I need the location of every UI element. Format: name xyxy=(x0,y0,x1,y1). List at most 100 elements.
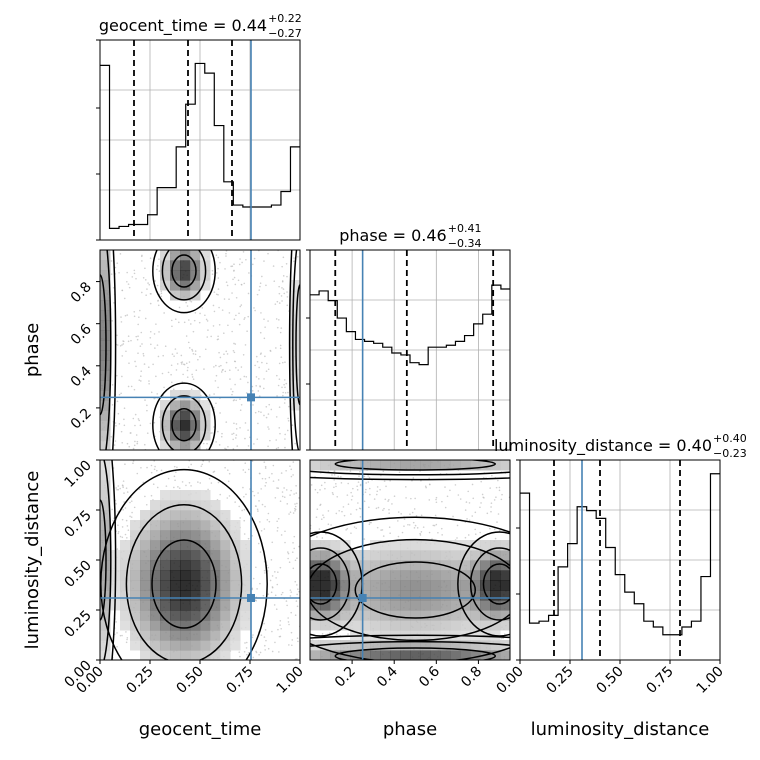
density-cell xyxy=(200,560,211,571)
density-cell xyxy=(230,600,241,611)
sample-point xyxy=(281,491,284,493)
density-cell xyxy=(200,490,211,501)
sample-point xyxy=(281,287,283,289)
density-cell xyxy=(490,620,501,631)
density-cell xyxy=(210,500,221,511)
sample-point xyxy=(376,486,379,488)
sample-point xyxy=(160,290,163,293)
sample-point xyxy=(268,520,271,523)
sample-point xyxy=(176,352,178,354)
density-cell xyxy=(420,460,431,471)
sample-point xyxy=(296,605,299,608)
x-tick-label: 0.75 xyxy=(643,664,676,697)
sample-point xyxy=(142,354,145,357)
sample-point xyxy=(293,260,295,263)
density-cell xyxy=(120,540,131,551)
density-cell xyxy=(170,630,181,641)
sample-point xyxy=(225,361,228,364)
sample-point xyxy=(294,510,296,512)
density-cell xyxy=(170,420,181,431)
sample-point xyxy=(367,475,369,477)
sample-point xyxy=(263,636,266,638)
sample-point xyxy=(171,353,174,355)
sample-point xyxy=(263,318,265,321)
sample-point xyxy=(283,487,285,489)
sample-point xyxy=(255,505,257,507)
sample-point xyxy=(163,312,165,314)
sample-point xyxy=(235,423,238,425)
sample-point xyxy=(267,647,270,650)
sample-point xyxy=(119,487,121,490)
sample-point xyxy=(221,309,224,311)
density-cell xyxy=(370,640,381,651)
density-cell xyxy=(240,610,251,621)
sample-point xyxy=(296,584,298,586)
density-cell xyxy=(330,640,341,651)
sample-point xyxy=(279,620,282,622)
sample-point xyxy=(187,341,190,344)
sample-point xyxy=(256,508,259,511)
density-cell xyxy=(470,620,481,631)
sample-point xyxy=(346,494,349,496)
sample-point xyxy=(194,312,197,314)
density-cell xyxy=(490,540,501,551)
sample-point xyxy=(261,503,264,506)
sample-point xyxy=(419,532,421,535)
truth-marker xyxy=(358,594,367,602)
density-cell xyxy=(370,460,381,471)
sample-point xyxy=(259,385,262,388)
density-cell xyxy=(170,610,181,621)
sample-point xyxy=(357,502,359,504)
density-cell xyxy=(100,620,111,631)
sample-point xyxy=(142,481,145,484)
contour-line xyxy=(310,538,510,642)
density-cell xyxy=(480,550,491,561)
sample-point xyxy=(137,335,139,338)
density-cell xyxy=(330,560,341,571)
sample-point xyxy=(114,440,117,442)
sample-point xyxy=(243,519,246,522)
density-cell xyxy=(210,540,221,551)
sample-point xyxy=(297,640,299,643)
sample-point xyxy=(137,323,139,326)
sample-point xyxy=(285,489,288,491)
truth-marker xyxy=(247,594,255,602)
sample-point xyxy=(280,627,282,630)
sample-point xyxy=(227,324,229,327)
density-cell xyxy=(130,540,141,551)
sample-point xyxy=(125,350,127,353)
sample-point xyxy=(328,632,331,635)
density-cell xyxy=(190,390,201,401)
sample-point xyxy=(231,330,233,333)
sample-point xyxy=(204,348,207,351)
density-cell xyxy=(100,430,111,441)
sample-point xyxy=(182,373,184,376)
sample-point xyxy=(156,469,158,472)
density-cell xyxy=(290,290,300,301)
density-cell xyxy=(200,640,211,651)
sample-point xyxy=(153,397,156,400)
sample-point xyxy=(181,481,184,483)
density-cell xyxy=(500,650,510,660)
density-cell xyxy=(180,570,191,581)
sample-point xyxy=(457,494,460,496)
sample-point xyxy=(116,344,119,346)
sample-point xyxy=(134,413,137,416)
density-cell xyxy=(220,610,231,621)
density-cell xyxy=(160,650,171,660)
sample-point xyxy=(187,319,190,321)
sample-point xyxy=(246,653,248,656)
sample-point xyxy=(330,524,332,526)
sample-point xyxy=(424,485,427,488)
density-cell xyxy=(380,550,391,561)
sample-point xyxy=(173,465,176,468)
sample-point xyxy=(355,527,357,530)
sample-point xyxy=(273,604,276,606)
sample-point xyxy=(121,375,123,378)
sample-point xyxy=(224,268,226,270)
sample-point xyxy=(268,428,270,430)
density-cell xyxy=(120,620,131,631)
sample-point xyxy=(233,318,236,321)
density-cell xyxy=(460,460,471,471)
density-cell xyxy=(290,400,300,411)
